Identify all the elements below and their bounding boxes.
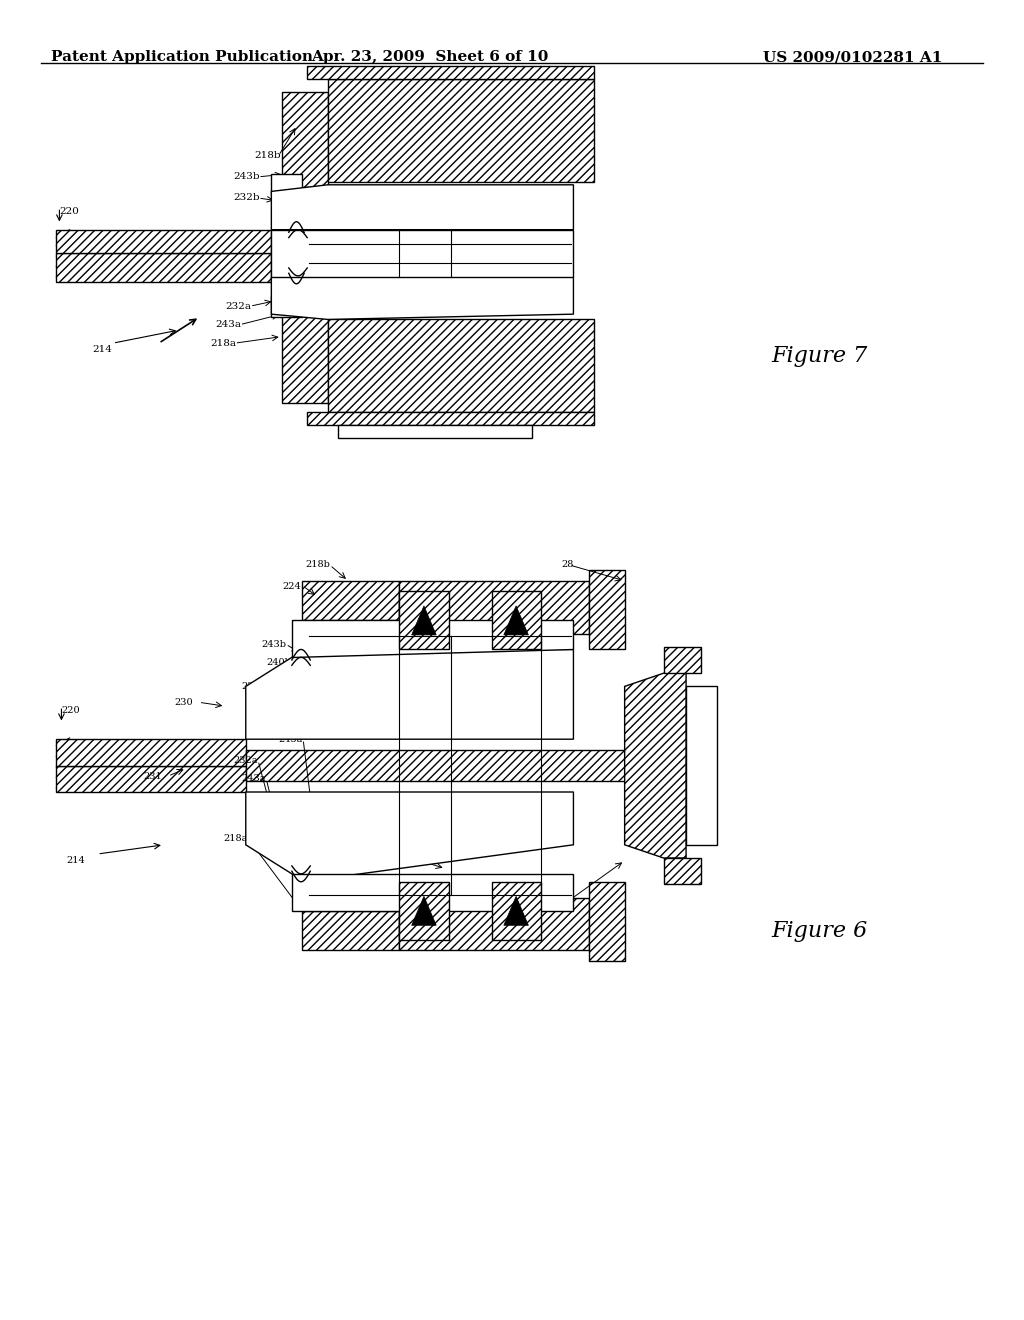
Text: 54a: 54a <box>403 857 422 865</box>
Polygon shape <box>307 412 594 425</box>
Text: 232a: 232a <box>225 302 251 310</box>
Polygon shape <box>292 874 573 911</box>
Text: 218a: 218a <box>210 339 236 347</box>
Text: 234: 234 <box>410 709 428 717</box>
Text: 240a: 240a <box>344 284 370 292</box>
Polygon shape <box>399 882 449 940</box>
Polygon shape <box>504 896 528 925</box>
Text: 218a: 218a <box>223 834 248 842</box>
Polygon shape <box>246 750 635 781</box>
Polygon shape <box>282 312 328 403</box>
Text: 224: 224 <box>283 582 301 590</box>
Polygon shape <box>338 425 532 438</box>
Polygon shape <box>399 898 589 950</box>
Text: 216: 216 <box>553 896 571 904</box>
Polygon shape <box>589 570 625 649</box>
Text: Figure 7: Figure 7 <box>771 346 867 367</box>
Polygon shape <box>589 882 625 961</box>
Polygon shape <box>686 686 717 845</box>
Text: 232a: 232a <box>233 756 258 764</box>
Text: 218b: 218b <box>305 561 330 569</box>
Polygon shape <box>246 792 573 882</box>
Polygon shape <box>492 591 541 649</box>
Polygon shape <box>504 606 528 635</box>
Polygon shape <box>56 739 246 766</box>
Text: 243a: 243a <box>215 321 241 329</box>
Polygon shape <box>292 620 573 657</box>
Text: 232b: 232b <box>242 682 266 690</box>
Text: 240b: 240b <box>266 659 291 667</box>
Text: 240a: 240a <box>261 793 286 801</box>
Text: 245b: 245b <box>274 215 301 223</box>
Text: 245b: 245b <box>279 702 303 710</box>
Text: 240b: 240b <box>344 215 371 223</box>
Text: 220: 220 <box>61 706 80 714</box>
Text: 214: 214 <box>92 346 112 354</box>
Text: 243b: 243b <box>233 173 260 181</box>
Polygon shape <box>56 230 271 253</box>
Text: 245a: 245a <box>279 735 303 743</box>
Text: 218b: 218b <box>254 152 281 160</box>
Polygon shape <box>246 649 573 739</box>
Polygon shape <box>56 253 271 282</box>
Text: 28: 28 <box>561 561 573 569</box>
Text: 214: 214 <box>67 857 85 865</box>
Text: US 2009/0102281 A1: US 2009/0102281 A1 <box>763 50 942 65</box>
Polygon shape <box>56 766 246 792</box>
Polygon shape <box>664 858 701 884</box>
Text: 230: 230 <box>174 698 193 706</box>
Polygon shape <box>625 673 686 858</box>
Polygon shape <box>399 591 449 649</box>
Text: 54b: 54b <box>403 664 422 672</box>
Polygon shape <box>271 277 573 319</box>
Polygon shape <box>271 185 573 230</box>
Polygon shape <box>399 581 589 634</box>
Polygon shape <box>271 296 302 317</box>
Text: Apr. 23, 2009  Sheet 6 of 10: Apr. 23, 2009 Sheet 6 of 10 <box>311 50 549 65</box>
Polygon shape <box>664 647 701 673</box>
Text: 243a: 243a <box>242 775 266 783</box>
Text: 245a: 245a <box>274 284 300 292</box>
Text: 243b: 243b <box>261 640 286 648</box>
Polygon shape <box>412 606 436 635</box>
Text: 231: 231 <box>143 772 162 780</box>
Polygon shape <box>302 911 399 950</box>
Polygon shape <box>271 230 573 277</box>
Text: 224: 224 <box>282 812 300 820</box>
Text: Figure 6: Figure 6 <box>771 920 867 941</box>
Polygon shape <box>328 79 594 182</box>
Polygon shape <box>492 882 541 940</box>
Text: 220: 220 <box>59 207 79 215</box>
Text: 232b: 232b <box>233 194 260 202</box>
Polygon shape <box>307 66 594 79</box>
Polygon shape <box>328 319 594 412</box>
Text: Patent Application Publication: Patent Application Publication <box>51 50 313 65</box>
Polygon shape <box>271 174 302 195</box>
Polygon shape <box>302 581 399 620</box>
Polygon shape <box>282 92 328 187</box>
Polygon shape <box>412 896 436 925</box>
